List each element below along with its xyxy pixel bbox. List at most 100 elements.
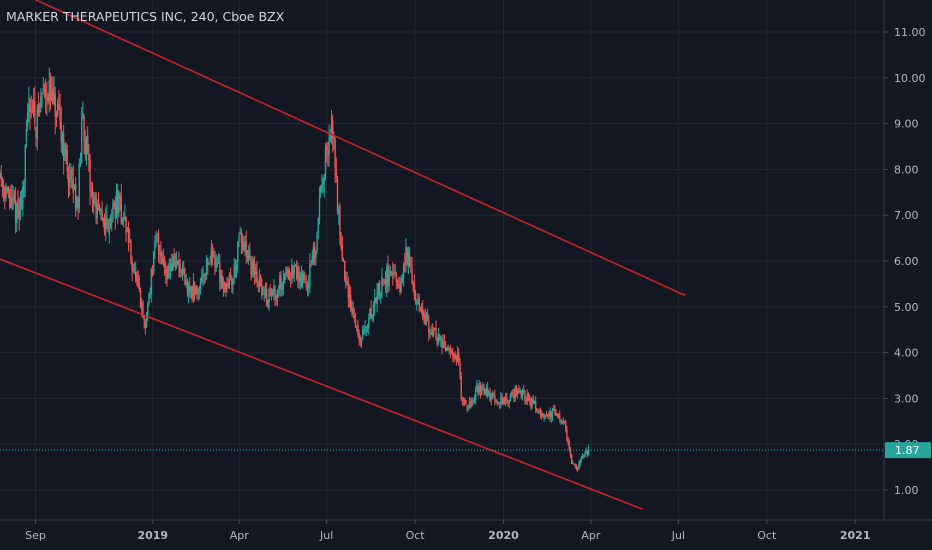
candle-body <box>111 219 113 221</box>
price-tick-label: 8.00 <box>894 163 919 176</box>
candle <box>330 110 333 145</box>
candle-body <box>399 284 401 293</box>
candle-body <box>202 275 204 278</box>
price-axis[interactable]: 1.002.003.004.005.006.007.008.009.0010.0… <box>883 0 932 550</box>
candle <box>553 404 555 412</box>
candle-body <box>227 283 229 288</box>
candle-body <box>201 277 203 281</box>
candle <box>277 285 280 298</box>
candle-body <box>138 284 141 290</box>
candle <box>258 269 261 293</box>
candle-body <box>539 412 542 416</box>
candle-body <box>402 264 405 279</box>
candle <box>149 287 151 299</box>
candle <box>458 347 460 366</box>
candle <box>430 325 432 335</box>
candle-body <box>83 115 85 140</box>
candle-body <box>26 112 29 126</box>
candle <box>374 288 376 316</box>
candle-body <box>460 376 462 399</box>
candle <box>24 144 26 198</box>
candle-body <box>434 328 436 331</box>
candle-body <box>428 320 430 334</box>
candle-body <box>352 308 354 315</box>
candle <box>410 256 412 273</box>
candle-body <box>424 315 426 325</box>
candle <box>92 191 95 215</box>
candle-body <box>444 347 447 352</box>
candle <box>420 302 423 315</box>
time-axis[interactable]: Sep 2019 Apr Jul Oct 2020 Apr Jul Oct 2021 <box>0 519 932 550</box>
candle <box>319 185 322 199</box>
candle-body <box>6 186 8 192</box>
candle-body <box>119 195 121 200</box>
candle <box>513 388 515 403</box>
candle-body <box>40 96 42 108</box>
candle <box>416 299 418 311</box>
candle <box>515 384 518 397</box>
candle-body <box>82 112 84 118</box>
candle <box>507 399 509 407</box>
candle <box>13 189 16 205</box>
candle-body <box>348 293 351 300</box>
candle-body <box>472 400 474 402</box>
candle-body <box>49 80 52 97</box>
candle-body <box>488 392 490 396</box>
candle <box>293 262 295 282</box>
candle <box>335 157 338 183</box>
candle <box>261 277 263 300</box>
candle-body <box>258 276 261 288</box>
candle-body <box>329 134 331 141</box>
candle-body <box>243 244 245 251</box>
candle <box>346 272 348 286</box>
candle <box>312 241 315 266</box>
candle <box>85 136 88 166</box>
candle <box>240 228 243 255</box>
candle <box>250 256 252 281</box>
candle <box>77 196 79 220</box>
candlestick-series[interactable] <box>0 67 590 472</box>
candle-body <box>321 184 323 188</box>
candle-body <box>550 411 552 418</box>
candle-body <box>515 388 518 395</box>
candle <box>448 346 450 355</box>
candle-body <box>276 290 279 299</box>
candle <box>575 464 578 471</box>
candle-body <box>142 301 144 317</box>
price-tick-label: 3.00 <box>894 392 919 405</box>
candle-body <box>442 341 444 348</box>
candle-body <box>72 179 74 194</box>
candle <box>214 250 216 276</box>
candle <box>46 81 48 116</box>
candle <box>204 272 207 283</box>
lower-channel-line[interactable] <box>0 258 644 510</box>
candle-body <box>423 314 425 317</box>
candle-body <box>474 389 477 401</box>
candle <box>62 125 65 175</box>
candle <box>351 300 353 317</box>
candle-body <box>572 463 574 465</box>
candle <box>311 249 313 266</box>
candle <box>559 410 561 423</box>
candle-body <box>393 272 395 277</box>
trendlines[interactable] <box>0 0 686 510</box>
time-tick-label: Oct <box>406 529 426 542</box>
candle-body <box>345 279 347 285</box>
candle <box>585 447 587 455</box>
candle <box>561 419 563 424</box>
candle <box>203 272 205 285</box>
candle <box>1 176 4 198</box>
upper-channel-line[interactable] <box>6 0 686 297</box>
candle <box>498 402 501 410</box>
candle-body <box>408 253 411 266</box>
candle-body <box>504 398 507 402</box>
candle <box>313 242 316 266</box>
candle-body <box>571 455 573 465</box>
candle <box>583 454 585 459</box>
candle <box>438 334 441 342</box>
candle-body <box>251 262 253 276</box>
candle-body <box>566 429 568 440</box>
candle-body <box>48 80 50 103</box>
candle-body <box>327 149 329 155</box>
